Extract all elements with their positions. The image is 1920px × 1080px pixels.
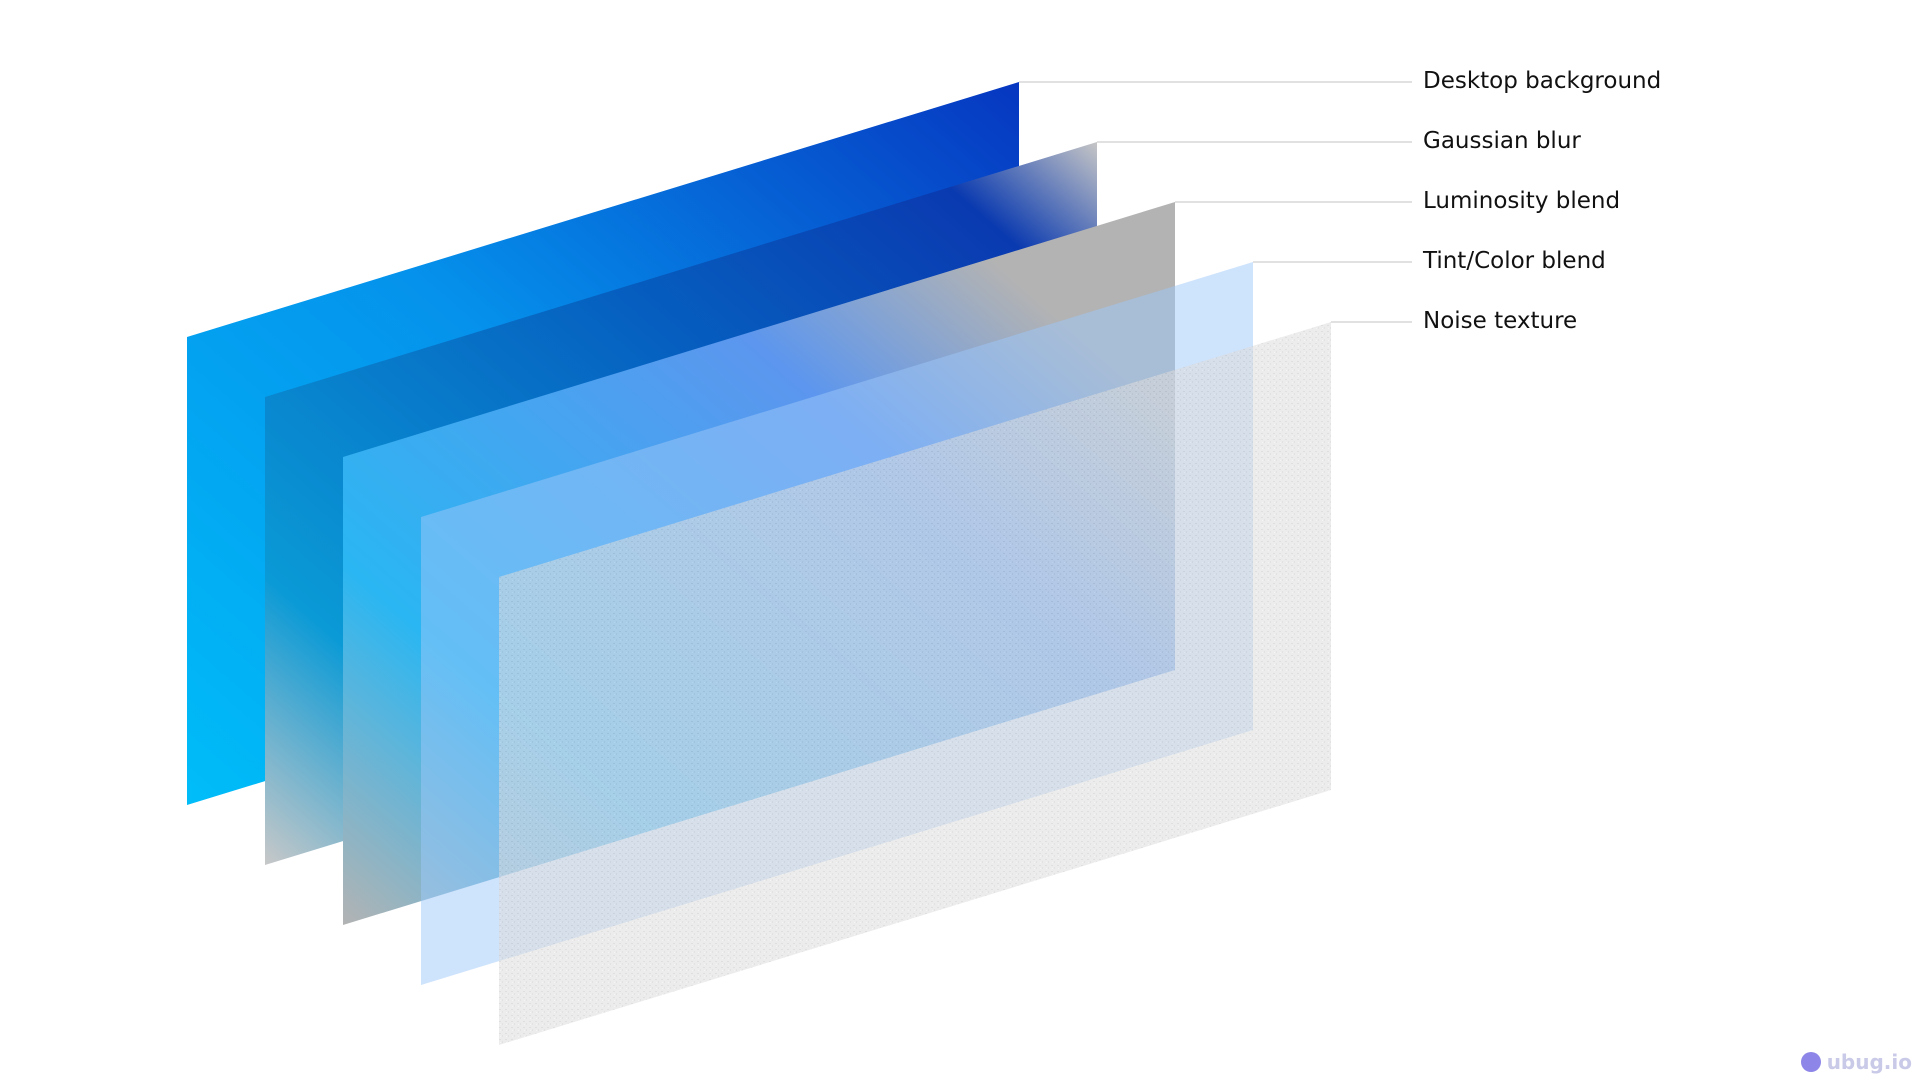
watermark-text: ubug.io — [1826, 1050, 1912, 1074]
watermark: ubug.io — [1800, 1050, 1912, 1074]
label-luminosity-blend: Luminosity blend — [1423, 188, 1621, 214]
label-noise-texture: Noise texture — [1423, 308, 1578, 334]
label-tint-color-blend: Tint/Color blend — [1423, 248, 1606, 274]
bug-logo-icon — [1800, 1052, 1821, 1072]
label-desktop-background: Desktop background — [1423, 68, 1662, 94]
label-gaussian-blur: Gaussian blur — [1423, 128, 1581, 154]
layer-noise-texture — [499, 322, 1331, 1045]
